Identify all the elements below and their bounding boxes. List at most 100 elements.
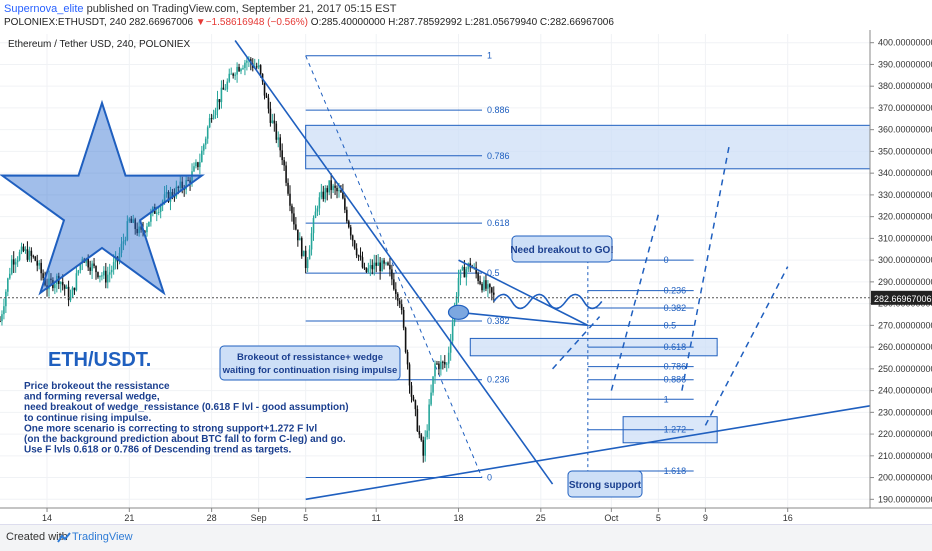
candle-body: [402, 309, 405, 328]
target-zones: [305, 124, 871, 444]
fib-trend-dashed: [305, 55, 483, 478]
candle-body: [430, 392, 432, 405]
fib-ext-label: 0.236: [664, 286, 687, 296]
candle-body: [204, 138, 207, 145]
note-line: (on the background prediction about BTC …: [24, 434, 346, 445]
time-tick-label: 16: [783, 513, 793, 523]
fib-ext-label: 0: [664, 255, 669, 265]
candle-body: [222, 87, 225, 90]
candle-body: [54, 284, 56, 289]
note-line: to continue rising impulse.: [24, 413, 151, 424]
candle-body: [234, 74, 236, 76]
candle-body: [304, 250, 307, 269]
projection-arrow-line: [610, 214, 660, 391]
fib-level-label: 0.5: [487, 268, 500, 278]
candle-body: [157, 211, 160, 213]
time-tick-label: 9: [703, 513, 708, 523]
candle-body: [199, 162, 201, 168]
note-line: One more scenario is correcting to stron…: [24, 423, 317, 434]
candle-body: [208, 118, 211, 128]
candle-body: [22, 246, 25, 251]
candle-body: [128, 218, 131, 222]
price-chart[interactable]: 1 0.886 0.786 0.618 0.5 0.382 0.236 0 0 0.236 0.3…: [0, 30, 932, 524]
tradingview-logo-icon: [57, 532, 71, 543]
candle-body: [369, 265, 372, 269]
price-tick-label: 300.00000000: [878, 255, 932, 265]
candle-body: [314, 211, 317, 219]
candle-body: [1, 314, 3, 322]
candle-body: [144, 231, 146, 233]
candle-body: [326, 188, 329, 193]
candle-body: [398, 300, 401, 305]
candle-body: [377, 262, 379, 266]
note-line: and forming reversal wedge,: [24, 392, 160, 403]
candle-body: [148, 221, 150, 227]
candle-body: [101, 275, 103, 277]
projection-arrow-line: [704, 266, 789, 426]
candle-body: [334, 185, 336, 188]
candle-body: [89, 267, 91, 271]
candle-body: [73, 287, 76, 291]
candle-body: [322, 191, 325, 200]
tradingview-link[interactable]: TradingView: [72, 531, 133, 543]
fib-ext-label: 0.886: [664, 375, 687, 385]
candle-body: [65, 286, 68, 289]
wedge-upper-line: [458, 259, 589, 327]
note-line: Use F lvls 0.618 or 0.786 of Descending …: [24, 445, 292, 456]
fib-level-label: 0.618: [487, 218, 510, 228]
price-axis[interactable]: 190.00000000 200.00000000 210.00000000 220.…: [869, 30, 932, 508]
candle-body: [424, 437, 427, 456]
candle-body: [491, 287, 493, 293]
candle-body: [287, 182, 289, 194]
candle-body: [295, 224, 297, 230]
candle-body: [24, 249, 27, 251]
candle-body: [443, 361, 446, 365]
candle-body: [138, 226, 140, 234]
candle-body: [297, 229, 299, 241]
time-axis[interactable]: 14 21 28 Sep 5 11 18 25 Oct 5 9 16: [0, 507, 932, 523]
candle-body: [302, 250, 305, 257]
candle-body: [342, 192, 344, 199]
candle-body: [12, 259, 15, 265]
candle-body: [242, 68, 244, 70]
callout-breakout-text: Need breakout to GO!: [510, 245, 613, 256]
candle-body: [418, 431, 421, 435]
candle-body: [206, 127, 209, 139]
candle-body: [187, 180, 189, 182]
price-tick-label: 400.00000000: [878, 38, 932, 48]
candle-body: [167, 191, 170, 202]
candle-body: [465, 269, 468, 278]
candle-body: [477, 273, 479, 281]
candle-body: [330, 180, 332, 191]
candle-body: [224, 89, 227, 91]
ticker-label: ETH/USDT.: [48, 349, 151, 371]
wave-path: [493, 293, 603, 310]
candle-body: [99, 275, 101, 278]
candle-body: [489, 284, 491, 288]
candle-body: [71, 287, 74, 298]
candle-body: [61, 281, 64, 286]
price-tick-label: 370.00000000: [878, 103, 932, 113]
candle-body: [218, 99, 221, 103]
candle-body: [355, 248, 358, 256]
symbol-label: POLONIEX:ETHUSDT, 240: [4, 17, 127, 28]
candle-body: [48, 278, 50, 290]
candle-body: [140, 226, 142, 230]
candle-body: [396, 293, 399, 301]
candle-body: [169, 191, 172, 202]
candle-body: [373, 262, 376, 270]
fib-extension: 0 0.236 0.382 0.5 0.618 0.786 0.886 1 1.272 1.618: [587, 255, 694, 476]
candle-body: [332, 185, 334, 191]
candle-body: [30, 250, 33, 256]
candle-body: [479, 280, 481, 284]
candle-body: [110, 269, 113, 273]
candle-body: [59, 281, 62, 284]
candle-body: [434, 363, 436, 377]
fib-level-label: 0.886: [487, 105, 510, 115]
price-tick-label: 360.00000000: [878, 125, 932, 135]
candle-body: [132, 219, 135, 223]
candle-body: [492, 292, 495, 295]
candle-body: [293, 213, 295, 225]
candle-body: [191, 171, 193, 183]
author-link[interactable]: Supernova_elite: [4, 3, 84, 15]
